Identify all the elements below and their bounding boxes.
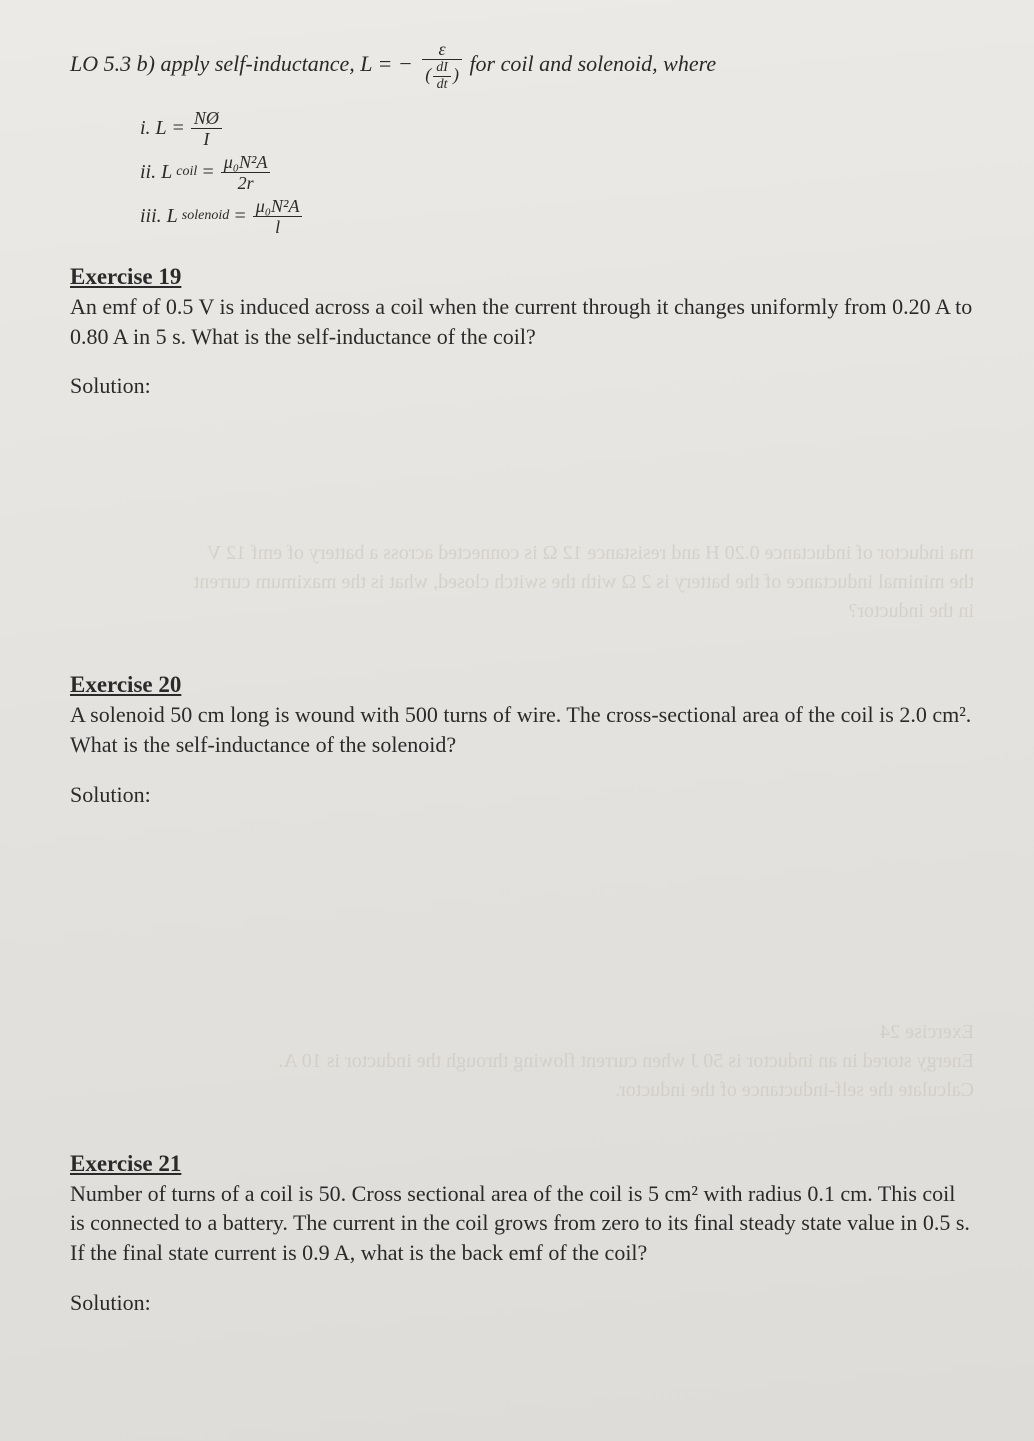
def-i-label: i. L = — [140, 106, 185, 150]
exercise-20-body: A solenoid 50 cm long is wound with 500 … — [70, 700, 974, 759]
definitions-list: i. L = NØ I ii. Lcoil = μ₀N²A 2r iii. Ls… — [140, 106, 974, 238]
exercise-19-body: An emf of 0.5 V is induced across a coil… — [70, 292, 974, 351]
blank-space — [70, 1105, 974, 1125]
def-i-num: NØ — [191, 109, 222, 129]
def-i-den: I — [191, 129, 222, 148]
exercise-19-solution-label: Solution: — [70, 373, 974, 399]
blank-space — [70, 626, 974, 646]
didt-num: dI — [433, 61, 451, 77]
def-i: i. L = NØ I — [140, 106, 974, 150]
def-i-frac: NØ I — [191, 109, 222, 148]
learning-outcome-line: LO 5.3 b) apply self-inductance, L = − ε… — [70, 40, 974, 92]
didt-fraction: dI dt — [433, 61, 451, 92]
lo-frac-num: ε — [422, 40, 462, 60]
def-iii-den: l — [253, 217, 303, 236]
ghost-line: the minimal inductance of the battery is… — [70, 568, 974, 597]
worksheet-page: LO 5.3 b) apply self-inductance, L = − ε… — [0, 0, 1034, 1441]
def-iii: iii. Lsolenoid = μ₀N²A l — [140, 194, 974, 238]
def-iii-num: μ₀N²A — [253, 197, 303, 217]
didt-den: dt — [433, 77, 451, 92]
exercise-20-solution-label: Solution: — [70, 782, 974, 808]
bleed-through-text: ma inductor of inductance 0.20 H and res… — [70, 539, 974, 626]
def-ii-label: ii. L — [140, 150, 172, 194]
def-ii-eq: = — [201, 150, 215, 194]
ghost-line: ma inductor of inductance 0.20 H and res… — [70, 539, 974, 568]
def-iii-eq: = — [233, 194, 247, 238]
ghost-line: Calculate the self-inductance of the ind… — [70, 1076, 974, 1105]
ghost-line: Energy stored in an inductor is 50 J whe… — [70, 1047, 974, 1076]
lo-fraction: ε ( dI dt ) — [422, 40, 462, 92]
exercise-20-title: Exercise 20 — [70, 672, 974, 698]
minus-sign: − — [398, 51, 413, 76]
exercise-19-title: Exercise 19 — [70, 264, 974, 290]
lo-frac-den: ( dI dt ) — [422, 60, 462, 92]
ghost-line: in the inductor? — [70, 597, 974, 626]
def-ii-frac: μ₀N²A 2r — [221, 153, 271, 192]
def-iii-label: iii. L — [140, 194, 178, 238]
ghost-line: Exercise 24 — [70, 1018, 974, 1047]
exercise-21-solution-label: Solution: — [70, 1290, 974, 1316]
blank-space — [70, 409, 974, 539]
def-ii-den: 2r — [221, 173, 271, 192]
blank-space — [70, 818, 974, 1018]
def-ii-sub: coil — [176, 157, 197, 188]
def-iii-frac: μ₀N²A l — [253, 197, 303, 236]
def-ii: ii. Lcoil = μ₀N²A 2r — [140, 150, 974, 194]
exercise-21-body: Number of turns of a coil is 50. Cross s… — [70, 1179, 974, 1268]
bleed-through-text: Exercise 24 Energy stored in an inductor… — [70, 1018, 974, 1105]
lo-suffix: for coil and solenoid, where — [469, 51, 716, 76]
exercise-21-title: Exercise 21 — [70, 1151, 974, 1177]
def-iii-sub: solenoid — [182, 201, 229, 232]
def-ii-num: μ₀N²A — [221, 153, 271, 173]
lo-prefix: LO 5.3 b) apply self-inductance, L = — [70, 51, 398, 76]
